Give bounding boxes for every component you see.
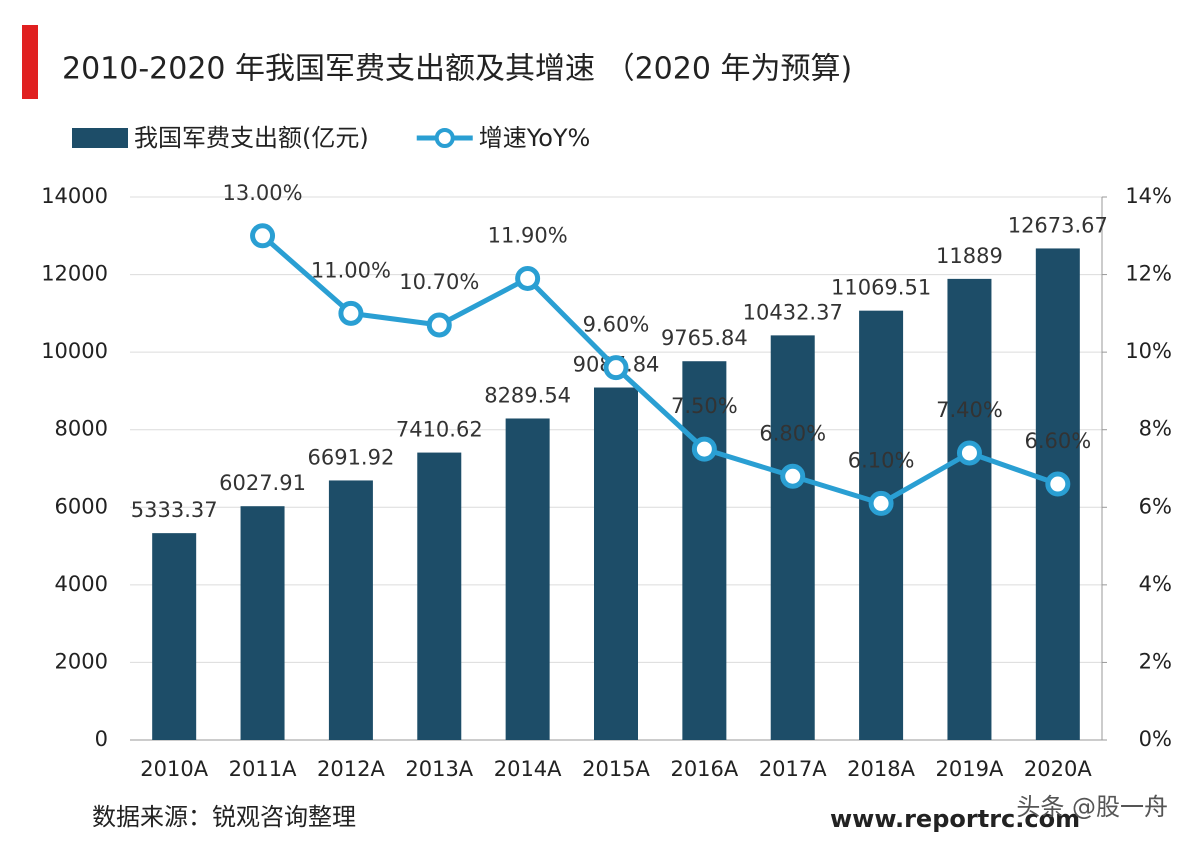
line-value-label: 10.70% — [399, 270, 479, 294]
line-value-label: 13.00% — [223, 181, 303, 205]
line-value-label: 7.40% — [936, 398, 1003, 422]
bar-value-label: 10432.37 — [743, 300, 843, 324]
legend-swatch — [434, 128, 455, 148]
bar — [417, 452, 462, 740]
y-tick-label: 10000 — [41, 339, 108, 363]
x-tick-label: 2012A — [317, 757, 385, 781]
y2-tick-label: 12% — [1125, 262, 1172, 286]
line-marker — [338, 300, 364, 326]
bar — [240, 506, 285, 740]
bar-value-label: 11889 — [936, 244, 1003, 268]
legend-label: 我国军费支出额(亿元) — [134, 124, 369, 152]
y2-tick-label: 10% — [1125, 339, 1172, 363]
title-accent — [22, 25, 38, 99]
line-value-label: 7.50% — [671, 394, 738, 418]
y2-tick-label: 2% — [1139, 649, 1172, 673]
bar — [594, 387, 638, 740]
bar — [947, 278, 992, 740]
bar-value-label: 8289.54 — [484, 383, 571, 407]
line-marker — [956, 440, 982, 466]
line-value-label: 6.10% — [848, 448, 915, 472]
line-marker — [691, 436, 717, 462]
x-tick-label: 2015A — [582, 757, 650, 781]
bar — [328, 480, 373, 740]
line-value-label: 6.60% — [1024, 429, 1091, 453]
bar-value-label: 5333.37 — [131, 498, 218, 522]
y-tick-label: 2000 — [55, 649, 108, 673]
x-tick-label: 2017A — [759, 757, 827, 781]
bar-value-label: 11069.51 — [831, 276, 931, 300]
x-tick-label: 2010A — [140, 757, 208, 781]
y-tick-label: 6000 — [55, 494, 108, 518]
x-tick-label: 2018A — [847, 757, 915, 781]
line-marker — [780, 463, 806, 489]
x-tick-label: 2014A — [494, 757, 562, 781]
y2-tick-label: 0% — [1139, 727, 1172, 751]
line-marker — [1045, 471, 1071, 497]
line-marker — [868, 490, 894, 516]
line-value-label: 9.60% — [583, 313, 650, 337]
bar — [152, 533, 197, 740]
line-marker — [250, 223, 276, 249]
x-tick-label: 2019A — [936, 757, 1004, 781]
bar-value-label: 9765.84 — [661, 326, 748, 350]
line-value-label: 11.90% — [488, 223, 568, 247]
bar-value-label: 12673.67 — [1008, 213, 1108, 237]
line-marker — [426, 312, 452, 338]
source-note: 数据来源：锐观咨询整理 — [92, 803, 356, 831]
bar-value-label: 7410.62 — [396, 418, 483, 442]
y-tick-label: 8000 — [55, 417, 108, 441]
line-marker — [603, 355, 629, 381]
y-tick-label: 4000 — [55, 572, 108, 596]
y2-tick-label: 6% — [1139, 494, 1172, 518]
y-tick-label: 14000 — [41, 184, 108, 208]
y2-tick-label: 8% — [1139, 417, 1172, 441]
y-tick-label: 0 — [95, 727, 108, 751]
bar-value-label: 6691.92 — [307, 445, 394, 469]
bar — [505, 418, 550, 740]
bar-value-label: 6027.91 — [219, 471, 306, 495]
line — [260, 233, 1059, 506]
y2-tick-label: 14% — [1125, 184, 1172, 208]
bar — [682, 361, 727, 740]
watermark: www.reportrc.com — [830, 805, 1080, 833]
x-tick-label: 2013A — [405, 757, 473, 781]
y-tick-label: 12000 — [41, 262, 108, 286]
x-tick-label: 2020A — [1024, 757, 1092, 781]
line-value-label: 11.00% — [311, 258, 391, 282]
y2-tick-label: 4% — [1139, 572, 1172, 596]
watermark: 头条 @股一舟 — [1016, 793, 1168, 821]
x-tick-label: 2011A — [229, 757, 297, 781]
line-value-label: 6.80% — [759, 421, 826, 445]
bar — [770, 335, 815, 740]
x-tick-label: 2016A — [670, 757, 738, 781]
legend-label: 增速YoY% — [479, 124, 591, 152]
line-marker — [515, 265, 541, 291]
chart-title: 2010-2020 年我国军费支出额及其增速 （2020 年为预算) — [62, 52, 852, 87]
bar — [859, 310, 904, 740]
legend-swatch — [72, 128, 128, 148]
